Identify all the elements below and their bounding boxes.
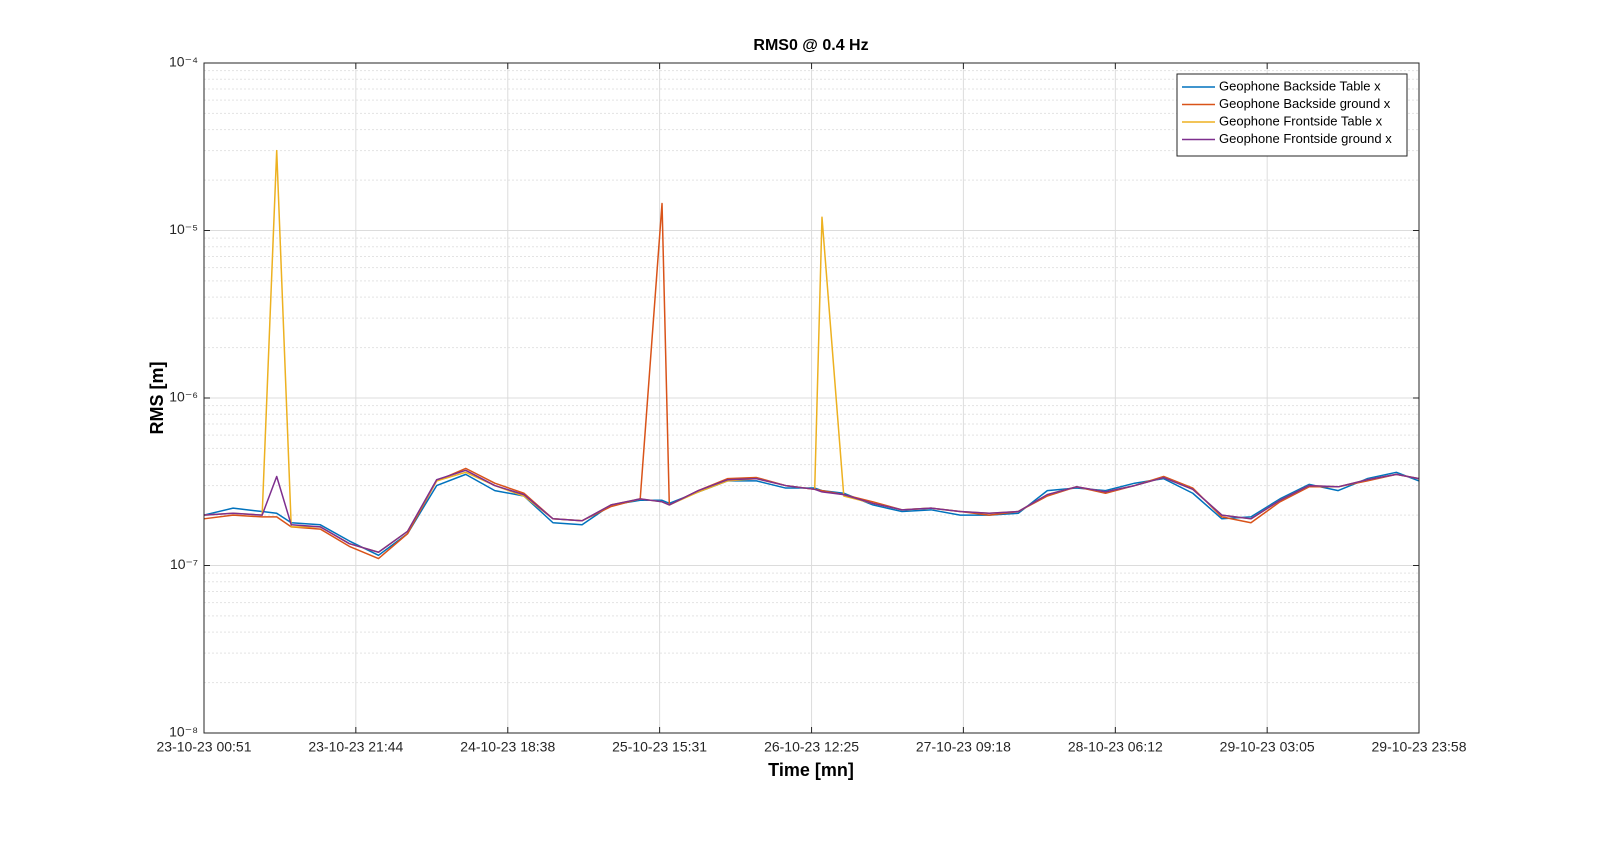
x-tick-label: 27-10-23 09:18 [916, 739, 1011, 755]
x-tick-label: 23-10-23 00:51 [157, 739, 252, 755]
x-tick-label: 24-10-23 18:38 [460, 739, 555, 755]
y-tick-label: 10⁻⁶ [169, 389, 198, 405]
chart-title: RMS0 @ 0.4 Hz [753, 37, 868, 54]
legend-label: Geophone Backside Table x [1219, 78, 1381, 93]
legend-label: Geophone Backside ground x [1219, 96, 1391, 111]
y-tick-label: 10⁻⁸ [169, 724, 198, 740]
legend-label: Geophone Frontside ground x [1219, 131, 1392, 146]
y-tick-label: 10⁻⁷ [170, 556, 198, 572]
x-tick-label: 23-10-23 21:44 [308, 739, 403, 755]
x-tick-label: 29-10-23 23:58 [1372, 739, 1467, 755]
x-tick-label: 28-10-23 06:12 [1068, 739, 1163, 755]
plot-frame [203, 62, 1420, 734]
series-line [203, 469, 1420, 553]
legend-box [1176, 73, 1408, 157]
plot [203, 149, 1420, 560]
x-tick-label: 25-10-23 15:31 [612, 739, 707, 755]
y-axis-label: RMS [m] [147, 362, 167, 435]
x-axis-label: Time [mn] [768, 760, 854, 780]
y-tick-label: 10⁻⁴ [169, 54, 198, 70]
y-tick-label: 10⁻⁵ [169, 221, 198, 237]
legend-label: Geophone Frontside Table x [1219, 113, 1383, 128]
x-tick-label: 26-10-23 12:25 [764, 739, 859, 755]
legend: Geophone Backside Table x Geophone Backsi… [1176, 73, 1408, 157]
x-tick-label: 29-10-23 03:05 [1220, 739, 1315, 755]
